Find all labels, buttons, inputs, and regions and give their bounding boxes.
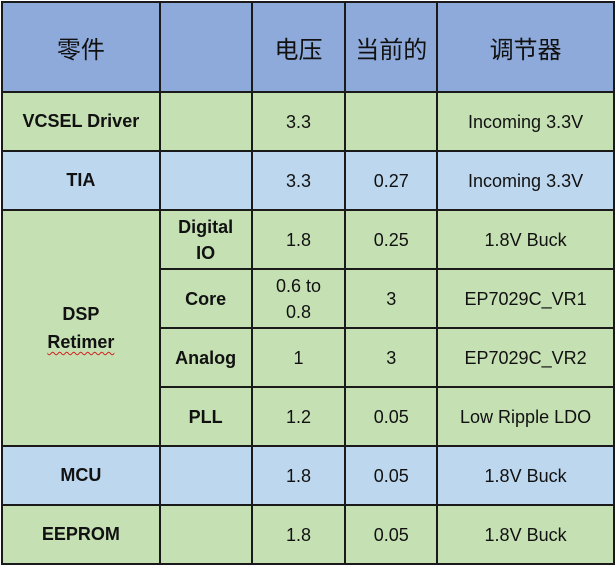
table-row: EEPROM 1.8 0.05 1.8V Buck: [1, 504, 615, 565]
current-cell: 3: [344, 268, 439, 329]
regulator-cell: Low Ripple LDO: [436, 386, 615, 447]
voltage-cell: 0.6 to 0.8: [250, 268, 347, 329]
subpart-cell: [158, 150, 253, 211]
regulator-cell: 1.8V Buck: [436, 504, 615, 565]
regulator-cell: EP7029C_VR1: [436, 268, 615, 329]
voltage-cell: 1.8: [250, 445, 347, 506]
header-part: 零件: [1, 1, 161, 93]
regulator-cell: 1.8V Buck: [436, 445, 615, 506]
regulator-cell: Incoming 3.3V: [436, 150, 615, 211]
table-row: Analog 1 3 EP7029C_VR2: [2, 327, 615, 388]
table-row: VCSEL Driver 3.3 Incoming 3.3V: [1, 91, 615, 152]
header-voltage: 电压: [250, 1, 347, 93]
part-cell: MCU: [1, 445, 161, 506]
current-cell: 0.25: [344, 209, 439, 270]
subpart-cell: [158, 445, 253, 506]
voltage-cell: 1.8: [250, 504, 347, 565]
voltage-cell: 1.2: [250, 386, 347, 447]
part-cell: EEPROM: [1, 504, 161, 565]
subpart-line: IO: [196, 242, 216, 263]
subpart-cell: PLL: [158, 386, 253, 447]
table-row: PLL 1.2 0.05 Low Ripple LDO: [2, 386, 615, 447]
current-cell: 0.05: [344, 386, 439, 447]
subpart-line: Digital: [178, 216, 234, 237]
voltage-cell: 3.3: [250, 91, 347, 152]
table-row: DSP Retimer Digital IO 1.8 0.25 1.8V Buc…: [1, 209, 615, 447]
voltage-line: 0.8: [285, 301, 311, 322]
part-line-misspelled: Retimer: [47, 332, 115, 352]
part-line: DSP: [62, 304, 100, 324]
current-cell: [344, 91, 439, 152]
current-cell: 0.27: [344, 150, 439, 211]
part-cell: TIA: [1, 150, 161, 211]
table-row: MCU 1.8 0.05 1.8V Buck: [1, 445, 615, 506]
subpart-cell: [158, 91, 253, 152]
regulator-cell: EP7029C_VR2: [436, 327, 615, 388]
header-row: 零件 电压 当前的 调节器: [1, 1, 615, 93]
subpart-cell: Analog: [158, 327, 253, 388]
header-regulator: 调节器: [436, 1, 615, 93]
subpart-cell: [158, 504, 253, 565]
current-cell: 3: [344, 327, 439, 388]
regulator-cell: Incoming 3.3V: [436, 91, 615, 152]
current-cell: 0.05: [344, 445, 439, 506]
regulator-cell: 1.8V Buck: [436, 209, 615, 270]
voltage-cell: 1.8: [250, 209, 347, 270]
subpart-cell: Digital IO: [158, 209, 253, 270]
voltage-cell: 1: [250, 327, 347, 388]
current-cell: 0.05: [344, 504, 439, 565]
subpart-cell: Core: [158, 268, 253, 329]
header-current: 当前的: [344, 1, 439, 93]
voltage-line: 0.6 to: [275, 275, 321, 296]
header-subpart: [158, 1, 253, 93]
part-cell-dsp-retimer: DSP Retimer: [1, 209, 161, 447]
voltage-cell: 3.3: [250, 150, 347, 211]
part-cell: VCSEL Driver: [1, 91, 161, 152]
table-row: Core 0.6 to 0.8 3 EP7029C_VR1: [2, 268, 615, 329]
table-row: TIA 3.3 0.27 Incoming 3.3V: [1, 150, 615, 211]
